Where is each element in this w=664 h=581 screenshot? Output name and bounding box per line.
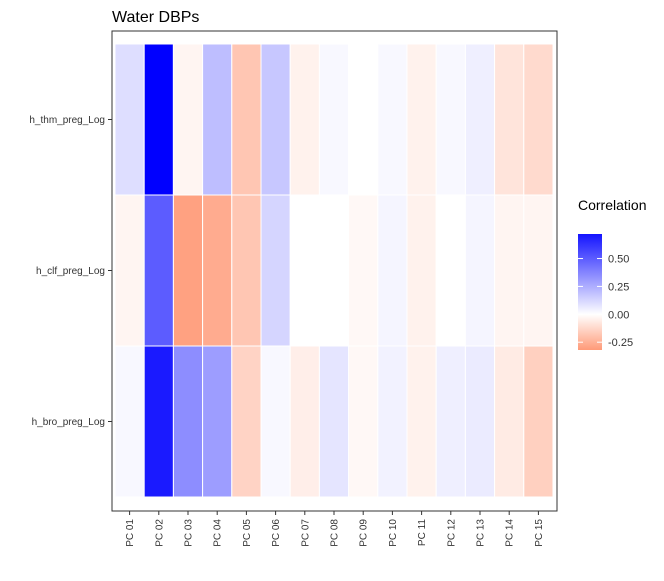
heatmap-cell: [114, 345, 145, 498]
heatmap-cell: [406, 345, 437, 498]
heatmap-cell: [494, 194, 525, 347]
heatmap-cell: [318, 194, 350, 347]
heatmap-cell: [114, 194, 145, 347]
x-tick-label: PC 10: [388, 519, 399, 547]
heatmap-cell: [172, 345, 204, 498]
heatmap-cell: [406, 43, 437, 196]
heatmap-cell: [464, 43, 496, 196]
x-tick-label: PC 11: [417, 519, 428, 546]
heatmap-cell: [523, 345, 554, 498]
heatmap-cell: [523, 43, 554, 196]
heatmap-cell: [377, 194, 408, 347]
x-tick-label: PC 08: [330, 519, 341, 547]
heatmap-cell: [318, 345, 350, 498]
heatmap-cell: [260, 194, 291, 347]
x-tick-label: PC 13: [476, 519, 487, 547]
heatmap-cell: [289, 345, 320, 498]
y-axis: h_thm_preg_Log h_clf_preg_Log h_bro_preg_L…: [29, 115, 112, 428]
heatmap-cell: [464, 345, 496, 498]
heatmap-cell: [406, 194, 437, 347]
x-tick-label: PC 01: [125, 519, 136, 547]
x-tick-label: PC 07: [300, 519, 311, 547]
legend-title: Correlation: [578, 197, 646, 213]
heatmap-cell: [114, 43, 145, 196]
heatmap-cell: [172, 194, 204, 347]
heatmap-cell: [260, 345, 291, 498]
heatmap-cell: [348, 345, 379, 498]
heatmap-cell: [202, 345, 233, 498]
heatmap-cells: [114, 43, 554, 498]
heatmap-cell: [231, 43, 262, 196]
x-tick-label: PC 14: [505, 519, 516, 547]
heatmap-cell: [494, 345, 525, 498]
heatmap-cell: [494, 43, 525, 196]
heatmap-cell: [143, 43, 174, 196]
y-tick-label: h_clf_preg_Log: [36, 266, 105, 277]
x-tick-label: PC 06: [271, 519, 282, 547]
heatmap-cell: [289, 43, 320, 196]
x-tick-label: PC 05: [242, 519, 253, 547]
heatmap-cell: [377, 43, 408, 196]
heatmap-cell: [172, 43, 204, 196]
heatmap-cell: [202, 43, 233, 196]
heatmap-cell: [260, 43, 291, 196]
x-tick-label: PC 02: [154, 519, 165, 547]
heatmap-cell: [348, 43, 379, 196]
x-axis: PC 01 PC 02 PC 03 PC 04 PC 05 PC 06 PC 07 PC 08…: [125, 511, 545, 547]
legend-tick-label: 0.00: [608, 309, 629, 321]
x-tick-label: PC 09: [359, 519, 370, 547]
legend: Correlation 0.50 0.25 0.00 -0.25: [578, 197, 646, 350]
heatmap-cell: [464, 194, 496, 347]
heatmap-cell: [231, 194, 262, 347]
heatmap-cell: [289, 194, 320, 347]
heatmap-cell: [348, 194, 379, 347]
legend-tick-label: 0.25: [608, 281, 629, 293]
heatmap-cell: [143, 345, 174, 498]
x-tick-label: PC 15: [534, 519, 545, 547]
heatmap-cell: [523, 194, 554, 347]
chart-title: Water DBPs: [112, 9, 199, 26]
heatmap-cell: [143, 194, 174, 347]
legend-tick-label: 0.50: [608, 254, 629, 266]
heatmap-cell: [435, 194, 466, 347]
y-tick-label: h_bro_preg_Log: [32, 417, 105, 428]
legend-ticks: 0.50 0.25 0.00 -0.25: [578, 254, 633, 349]
heatmap-cell: [435, 43, 466, 196]
heatmap-cell: [231, 345, 262, 498]
heatmap-cell: [318, 43, 350, 196]
heatmap-cell: [435, 345, 466, 498]
legend-colorbar: [578, 234, 602, 350]
legend-tick-label: -0.25: [608, 337, 633, 349]
heatmap-cell: [377, 345, 408, 498]
x-tick-label: PC 04: [213, 519, 224, 547]
x-tick-label: PC 03: [184, 519, 195, 547]
y-tick-label: h_thm_preg_Log: [29, 115, 105, 126]
x-tick-label: PC 12: [446, 519, 457, 547]
heatmap-cell: [202, 194, 233, 347]
